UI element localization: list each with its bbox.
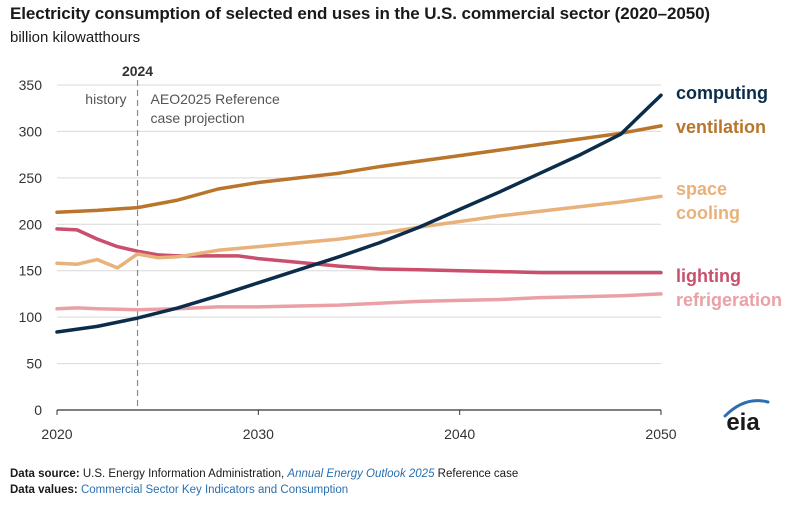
series-label-space-cooling: space: [676, 179, 727, 199]
y-tick-label: 250: [19, 170, 43, 186]
y-tick-label: 350: [19, 77, 43, 93]
y-tick-label: 150: [19, 263, 43, 279]
axis-labels: 0 50 100 150 200 250 300 350 2020 2030 2040 2050: [19, 77, 677, 442]
chart-title: Electricity consumption of selected end …: [10, 4, 710, 23]
source-suffix: Reference case: [437, 468, 519, 480]
grid-lines: [57, 84, 661, 411]
series-line-refrigeration: [55, 292, 663, 312]
y-tick-label: 50: [26, 356, 42, 372]
eia-logo-text: eia: [726, 409, 760, 436]
projection-label: case projection: [151, 110, 245, 126]
x-tick-label: 2040: [444, 426, 475, 442]
series-line-space-cooling: [55, 194, 663, 270]
series-line-lighting: [55, 227, 663, 275]
y-tick-label: 0: [34, 402, 42, 418]
source-link[interactable]: Annual Energy Outlook 2025: [287, 468, 435, 480]
divider-year-label: 2024: [122, 63, 153, 79]
eia-logo: eia: [723, 399, 770, 436]
series-line-ventilation: [55, 124, 663, 214]
y-tick-label: 300: [19, 123, 43, 139]
series-line-computing: [55, 93, 663, 334]
values-label: Data values:: [10, 484, 78, 496]
series-labels: computing ventilation space cooling lighting…: [676, 83, 782, 310]
y-tick-label: 100: [19, 309, 43, 325]
x-tick-label: 2050: [645, 426, 676, 442]
footer-values: Data values: Commercial Sector Key Indic…: [10, 484, 348, 496]
series-label-ventilation: ventilation: [676, 117, 766, 137]
x-tick-label: 2030: [243, 426, 274, 442]
history-label: history: [85, 91, 126, 107]
values-link[interactable]: Commercial Sector Key Indicators and Con…: [80, 484, 349, 496]
series-label-computing: computing: [676, 83, 768, 103]
projection-label: AEO2025 Reference: [151, 91, 280, 107]
series-label-lighting: lighting: [676, 266, 741, 286]
series-label-space-cooling: cooling: [676, 203, 740, 223]
history-divider: 2024 history AEO2025 Reference case project…: [85, 63, 280, 410]
footer-source: Data source: U.S. Energy Information Adm…: [10, 468, 518, 480]
line-chart: 0 50 100 150 200 250 300 350 2020 2030 2040 2050 20…: [19, 63, 782, 442]
y-tick-label: 200: [19, 216, 43, 232]
source-label: Data source:: [10, 468, 80, 480]
x-tick-label: 2020: [41, 426, 72, 442]
source-text: U.S. Energy Information Administration,: [82, 468, 285, 480]
series-label-refrigeration: refrigeration: [676, 290, 782, 310]
series-lines: [55, 93, 663, 334]
chart-subtitle: billion kilowatthours: [10, 29, 141, 46]
